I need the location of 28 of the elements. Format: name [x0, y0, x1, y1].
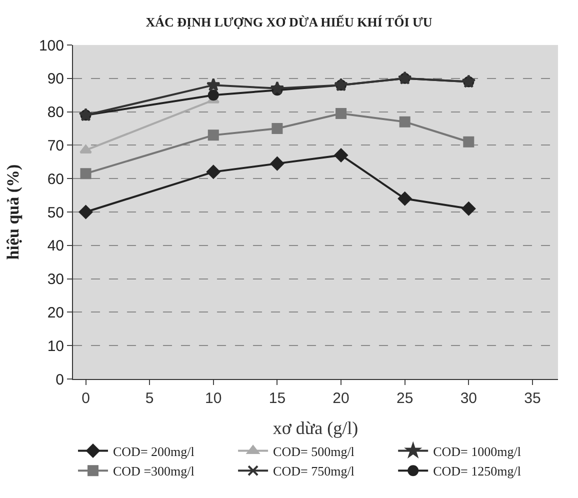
legend-label: COD= 1250mg/l [433, 464, 522, 479]
y-tick-label: 100 [38, 37, 64, 54]
legend-label: COD =300mg/l [113, 464, 195, 479]
x-tick-label: 20 [332, 390, 350, 407]
y-tick-label: 10 [47, 338, 64, 355]
legend-label: COD= 1000mg/l [433, 444, 522, 459]
y-tick-label: 0 [56, 371, 64, 388]
x-tick-label: 25 [396, 390, 414, 407]
x-tick-label: 30 [460, 390, 478, 407]
y-axis-title: hiệu quả (%) [4, 164, 23, 260]
y-tick-label: 30 [47, 271, 64, 288]
y-tick-label: 80 [47, 104, 64, 122]
legend-label: COD= 500mg/l [273, 444, 355, 459]
x-tick-label: 15 [268, 390, 286, 407]
y-tick-label: 70 [47, 137, 64, 154]
y-tick-label: 20 [47, 304, 64, 322]
y-tick-label: 90 [47, 70, 64, 88]
y-tick-label: 50 [47, 204, 64, 222]
x-tick-label: 35 [524, 390, 541, 407]
x-tick-label: 5 [145, 390, 154, 407]
x-tick-label: 0 [82, 390, 90, 407]
x-tick-label: 10 [205, 390, 222, 407]
x-axis-title: xơ dừa (g/l) [272, 418, 358, 438]
chart-title: XÁC ĐỊNH LƯỢNG XƠ DỪA HIẾU KHÍ TỐI ƯU [146, 14, 433, 30]
legend-label: COD= 200mg/l [113, 444, 195, 459]
legend-label: COD= 750mg/l [273, 464, 355, 479]
y-tick-label: 40 [47, 238, 64, 255]
y-tick-label: 60 [47, 170, 64, 188]
